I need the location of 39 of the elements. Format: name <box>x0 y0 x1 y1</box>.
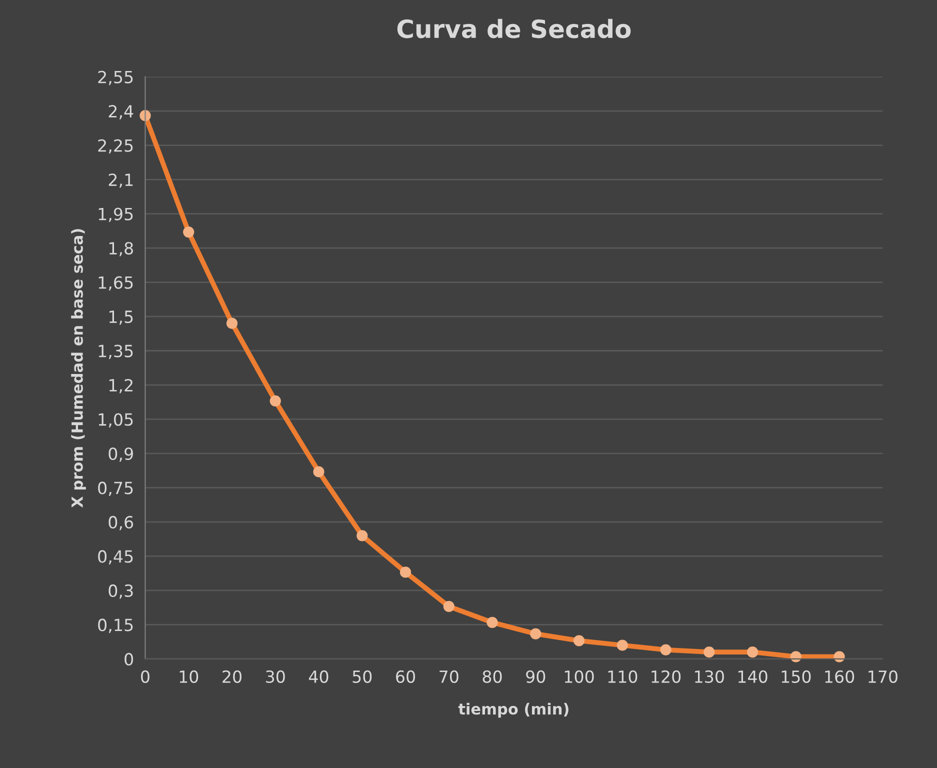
x-tick-label: 90 <box>526 670 546 683</box>
y-tick-label: 0,75 <box>98 482 133 496</box>
y-tick-label: 1,05 <box>98 413 133 428</box>
x-tick-label: 120 <box>652 670 681 683</box>
x-tick-label: 60 <box>396 670 415 683</box>
x-axis-title: tiempo (min) <box>458 702 568 718</box>
y-tick-label: 1,95 <box>98 208 133 222</box>
chart-title: Curva de Secado <box>397 18 631 38</box>
y-tick-label: 0,15 <box>98 618 133 633</box>
x-tick-label: 30 <box>266 670 285 683</box>
x-tick-label: 50 <box>352 670 372 683</box>
x-tick-label: 10 <box>180 670 198 683</box>
y-tick-label: 0,3 <box>108 584 133 599</box>
x-tick-label: 140 <box>738 670 768 683</box>
y-tick-label: 2,1 <box>108 173 133 188</box>
x-tick-label: 70 <box>440 670 458 683</box>
x-tick-label: 40 <box>308 670 328 683</box>
x-tick-label: 130 <box>695 670 724 683</box>
x-tick-label: 100 <box>564 670 594 683</box>
y-tick-label: 2,55 <box>98 70 133 86</box>
y-tick-label: 1,2 <box>109 378 132 394</box>
x-tick-label: 150 <box>782 670 811 683</box>
x-tick-label: 160 <box>825 670 854 683</box>
x-tick-label: 80 <box>482 670 502 683</box>
y-tick-label: 0,45 <box>98 550 133 564</box>
y-tick-label: 1,35 <box>98 344 133 360</box>
y-tick-label: 2,25 <box>98 139 133 154</box>
y-axis-title: X prom (Humedad en base seca) <box>71 229 86 508</box>
y-tick-label: 0,9 <box>108 447 133 462</box>
y-tick-label: 0,6 <box>108 516 134 530</box>
y-tick-label: 1,65 <box>98 276 133 291</box>
x-tick-label: 20 <box>222 670 242 683</box>
y-tick-label: 0 <box>124 652 134 666</box>
x-tick-label: 0 <box>141 670 150 683</box>
x-tick-label: 170 <box>868 670 898 683</box>
x-tick-label: 110 <box>608 670 638 683</box>
y-tick-label: 1,5 <box>109 310 133 325</box>
y-tick-label: 2,4 <box>108 105 134 120</box>
y-tick-label: 1,8 <box>109 242 133 256</box>
